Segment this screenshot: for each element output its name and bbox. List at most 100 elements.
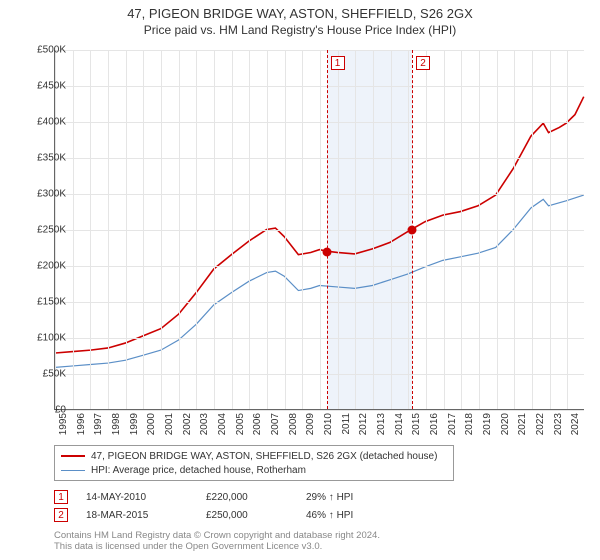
x-axis-label: 2005 (235, 413, 246, 435)
legend-label-property: 47, PIGEON BRIDGE WAY, ASTON, SHEFFIELD,… (91, 451, 437, 462)
y-axis-label: £400K (37, 117, 66, 128)
transaction-date: 14-MAY-2010 (86, 492, 206, 503)
transaction-table: 1 14-MAY-2010 £220,000 29% ↑ HPI 2 18-MA… (54, 488, 406, 524)
transaction-price: £250,000 (206, 510, 306, 521)
x-gridline (497, 50, 498, 409)
x-axis-label: 1999 (129, 413, 140, 435)
y-axis-label: £100K (37, 333, 66, 344)
x-gridline (267, 50, 268, 409)
chart-plot-area: 1995199619971998199920002001200220032004… (54, 50, 584, 410)
y-axis-label: £450K (37, 81, 66, 92)
marker-box: 1 (331, 56, 345, 70)
footer-line1: Contains HM Land Registry data © Crown c… (54, 530, 380, 541)
x-axis-label: 2006 (252, 413, 263, 435)
x-gridline (214, 50, 215, 409)
x-axis-label: 2001 (164, 413, 175, 435)
x-axis-label: 2018 (464, 413, 475, 435)
x-gridline (285, 50, 286, 409)
x-axis-label: 2017 (447, 413, 458, 435)
x-gridline (479, 50, 480, 409)
x-gridline (161, 50, 162, 409)
x-gridline (179, 50, 180, 409)
x-gridline (461, 50, 462, 409)
marker-line (327, 50, 328, 409)
transaction-pct: 46% ↑ HPI (306, 510, 406, 521)
x-axis-label: 1998 (111, 413, 122, 435)
transaction-date: 18-MAR-2015 (86, 510, 206, 521)
x-gridline (532, 50, 533, 409)
chart-container: 47, PIGEON BRIDGE WAY, ASTON, SHEFFIELD,… (0, 0, 600, 560)
x-axis-label: 2011 (341, 413, 352, 435)
x-axis-label: 2000 (146, 413, 157, 435)
footer-line2: This data is licensed under the Open Gov… (54, 541, 380, 552)
legend-item-hpi: HPI: Average price, detached house, Roth… (61, 463, 447, 477)
x-axis-label: 2013 (376, 413, 387, 435)
transaction-pct: 29% ↑ HPI (306, 492, 406, 503)
legend-label-hpi: HPI: Average price, detached house, Roth… (91, 465, 306, 476)
y-axis-label: £300K (37, 189, 66, 200)
legend-item-property: 47, PIGEON BRIDGE WAY, ASTON, SHEFFIELD,… (61, 449, 447, 463)
x-axis-label: 2014 (394, 413, 405, 435)
x-axis-label: 2022 (535, 413, 546, 435)
x-axis-label: 2003 (199, 413, 210, 435)
x-gridline (373, 50, 374, 409)
y-axis-label: £250K (37, 225, 66, 236)
x-gridline (355, 50, 356, 409)
x-gridline (426, 50, 427, 409)
y-axis-label: £350K (37, 153, 66, 164)
data-point (322, 247, 331, 256)
x-axis-label: 2004 (217, 413, 228, 435)
marker-box: 2 (416, 56, 430, 70)
legend-box: 47, PIGEON BRIDGE WAY, ASTON, SHEFFIELD,… (54, 445, 454, 481)
y-axis-label: £500K (37, 45, 66, 56)
x-gridline (320, 50, 321, 409)
x-axis-label: 2009 (305, 413, 316, 435)
y-axis-label: £150K (37, 297, 66, 308)
x-axis-label: 2012 (358, 413, 369, 435)
transaction-marker: 1 (54, 490, 68, 504)
x-axis-label: 2010 (323, 413, 334, 435)
x-gridline (108, 50, 109, 409)
x-gridline (338, 50, 339, 409)
x-axis-label: 1996 (76, 413, 87, 435)
chart-title: 47, PIGEON BRIDGE WAY, ASTON, SHEFFIELD,… (0, 0, 600, 21)
footer-attribution: Contains HM Land Registry data © Crown c… (54, 530, 380, 553)
transaction-marker: 2 (54, 508, 68, 522)
y-axis-label: £0 (55, 405, 66, 416)
transaction-row: 1 14-MAY-2010 £220,000 29% ↑ HPI (54, 488, 406, 506)
x-axis-label: 2021 (517, 413, 528, 435)
y-gridline (55, 410, 584, 411)
transaction-row: 2 18-MAR-2015 £250,000 46% ↑ HPI (54, 506, 406, 524)
x-gridline (567, 50, 568, 409)
chart-subtitle: Price paid vs. HM Land Registry's House … (0, 21, 600, 37)
x-axis-label: 2023 (553, 413, 564, 435)
x-axis-label: 2019 (482, 413, 493, 435)
x-gridline (514, 50, 515, 409)
x-axis-label: 1997 (93, 413, 104, 435)
x-axis-label: 2008 (288, 413, 299, 435)
x-gridline (73, 50, 74, 409)
x-gridline (90, 50, 91, 409)
x-gridline (391, 50, 392, 409)
x-axis-label: 2016 (429, 413, 440, 435)
transaction-price: £220,000 (206, 492, 306, 503)
y-axis-label: £50K (43, 369, 66, 380)
x-axis-label: 2002 (182, 413, 193, 435)
x-axis-label: 2024 (570, 413, 581, 435)
x-gridline (444, 50, 445, 409)
legend-swatch-red (61, 455, 85, 457)
x-gridline (302, 50, 303, 409)
x-gridline (126, 50, 127, 409)
x-axis-label: 2020 (500, 413, 511, 435)
x-gridline (196, 50, 197, 409)
x-gridline (143, 50, 144, 409)
x-gridline (232, 50, 233, 409)
x-gridline (550, 50, 551, 409)
y-axis-label: £200K (37, 261, 66, 272)
data-point (408, 226, 417, 235)
x-gridline (249, 50, 250, 409)
x-axis-label: 2007 (270, 413, 281, 435)
x-axis-label: 1995 (58, 413, 69, 435)
legend-swatch-blue (61, 470, 85, 471)
x-axis-label: 2015 (411, 413, 422, 435)
